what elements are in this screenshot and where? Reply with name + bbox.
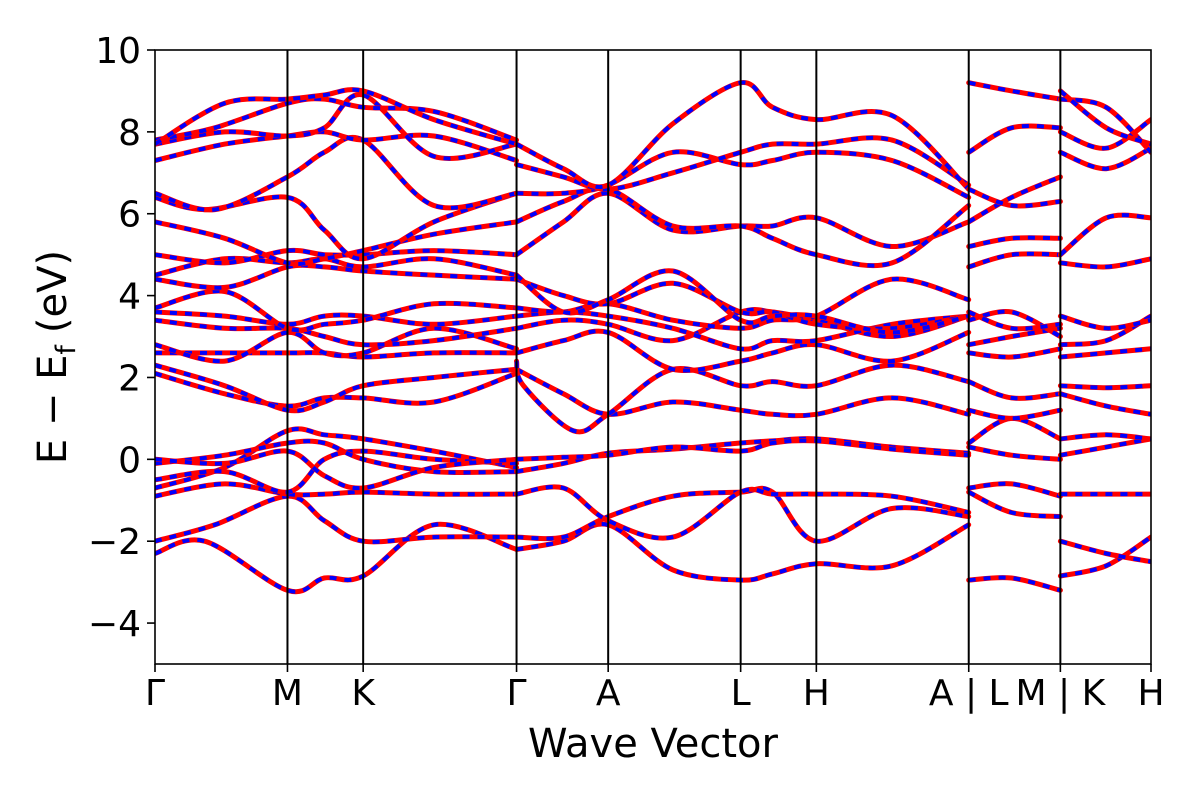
- y-tick-label-5: 6: [118, 195, 141, 236]
- band-line-overlay-23: [155, 87, 518, 147]
- band-line-overlay-71: [1059, 146, 1151, 171]
- band-line-overlay-35: [515, 277, 970, 331]
- band-line-overlay-5: [155, 439, 517, 475]
- y-tick-label-6: 8: [118, 113, 141, 154]
- band-line-8: [155, 362, 519, 414]
- band-line-overlay-0: [155, 522, 518, 594]
- band-line-overlay-30: [514, 360, 970, 434]
- band-line-overlay-42: [968, 575, 1061, 593]
- y-axis-title-subscript: f: [51, 344, 82, 355]
- band-line-overlay-66: [1060, 346, 1151, 359]
- x-tick-label-2: K: [351, 673, 376, 714]
- high-symmetry-lines: [286, 50, 1062, 664]
- band-line-overlay-21: [155, 92, 517, 161]
- band-line-overlay-48: [967, 379, 1061, 401]
- x-axis-title: Wave Vector: [528, 721, 779, 767]
- band-line-53: [966, 251, 1063, 270]
- band-line-overlay-13: [155, 289, 517, 333]
- band-line-overlay-45: [968, 445, 1061, 462]
- band-line-overlay-20: [155, 129, 518, 163]
- band-line-47: [966, 407, 1063, 421]
- band-line-overlay-11: [155, 318, 517, 347]
- x-tick-label-6: H: [803, 673, 830, 714]
- y-axis-title-main: E − E: [30, 355, 76, 465]
- band-line-overlay-32: [516, 307, 970, 343]
- band-line-overlay-19: [155, 135, 517, 212]
- band-line-overlay-1: [155, 494, 517, 544]
- band-line-overlay-16: [155, 248, 517, 265]
- band-line-overlay-43: [967, 490, 1061, 519]
- band-line-overlay-74: [1059, 89, 1151, 146]
- band-line-6: [155, 448, 519, 491]
- x-tick-label-0: Γ: [145, 673, 165, 714]
- band-line-overlay-70: [1059, 213, 1151, 257]
- band-line-overlay-14: [155, 263, 517, 290]
- x-tick-label-4: A: [596, 673, 621, 714]
- band-line-overlay-67: [1060, 314, 1151, 347]
- band-line-overlay-7: [155, 371, 518, 409]
- band-line-overlay-22: [155, 96, 518, 143]
- band-line-overlay-58: [968, 80, 1061, 102]
- band-line-overlay-28: [516, 438, 969, 462]
- band-line-overlay-17: [155, 219, 517, 266]
- y-tick-label-0: −4: [88, 604, 141, 645]
- band-line-overlay-55: [967, 175, 1062, 224]
- band-line-overlay-49: [968, 346, 1061, 360]
- band-line-overlay-57: [967, 123, 1061, 155]
- band-line-overlay-63: [1060, 432, 1151, 441]
- plot-frame: [154, 49, 1152, 665]
- band-line-overlay-10: [155, 326, 518, 364]
- band-line-overlay-31: [516, 329, 970, 373]
- band-line-overlay-64: [1059, 391, 1151, 417]
- band-line-overlay-59: [1059, 535, 1151, 578]
- y-axis-ticks: −4 −2 0 2 4 6 8 10: [88, 31, 155, 645]
- band-line-overlay-39: [516, 149, 970, 200]
- band-line-overlay-56: [967, 187, 1061, 208]
- band-line-overlay-12: [155, 310, 517, 327]
- y-tick-label-3: 2: [118, 358, 141, 399]
- y-tick-label-4: 4: [118, 277, 141, 318]
- y-tick-label-2: 0: [118, 440, 141, 481]
- band-line-overlay-68: [1059, 314, 1151, 331]
- band-line-overlay-36: [515, 268, 970, 335]
- band-line-overlay-4: [155, 449, 517, 495]
- band-line-overlay-2: [155, 481, 517, 499]
- y-axis-title-unit: (eV): [30, 250, 76, 333]
- x-tick-label-5: L: [731, 673, 751, 714]
- y-tick-label-1: −2: [88, 522, 141, 563]
- band-line-overlay-52: [967, 310, 1061, 331]
- band-line-overlay-60: [1059, 539, 1151, 564]
- x-tick-label-9: H: [1137, 673, 1164, 714]
- y-axis-title: E − Ef (eV): [30, 250, 82, 464]
- x-tick-label-8: M | K: [1016, 673, 1107, 714]
- band-line-overlay-62: [1060, 436, 1151, 458]
- x-tick-label-7: A | L: [929, 673, 1009, 714]
- band-line-overlay-65: [1060, 383, 1151, 390]
- band-line-overlay-69: [1060, 256, 1151, 269]
- band-line-overlay-40: [515, 135, 970, 192]
- band-line-overlay-72: [1059, 117, 1151, 151]
- band-line-overlay-3: [155, 426, 517, 490]
- band-line-overlay-25: [516, 486, 969, 544]
- band-line-44: [966, 481, 1063, 499]
- x-tick-label-1: M: [272, 673, 303, 714]
- band-line-overlay-54: [968, 235, 1061, 249]
- y-tick-label-7: 10: [95, 31, 141, 72]
- x-tick-label-3: Γ: [507, 673, 527, 714]
